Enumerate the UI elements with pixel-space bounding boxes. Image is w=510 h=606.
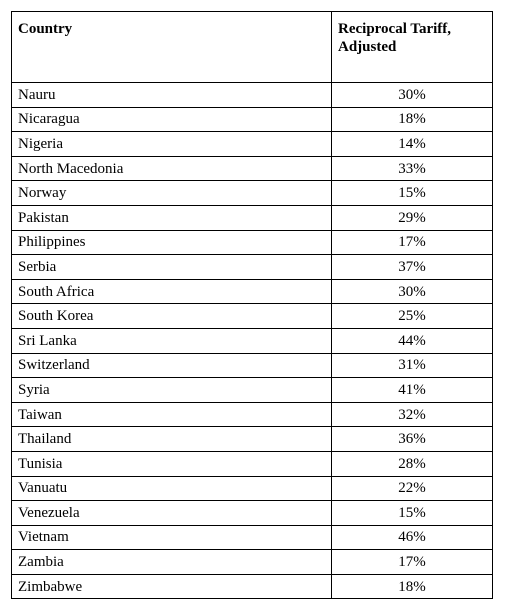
tariff-cell: 30% <box>331 278 493 305</box>
tariff-cell: 17% <box>331 549 493 575</box>
tariff-cell: 28% <box>331 450 493 477</box>
tariff-cell: 22% <box>331 475 493 502</box>
country-cell: North Macedonia <box>11 155 332 182</box>
country-cell: Nauru <box>11 82 332 108</box>
table-row: Nicaragua 18% <box>11 106 493 133</box>
table-row: Nigeria 14% <box>11 131 493 157</box>
tariff-table: Country Reciprocal Tariff, Adjusted Naur… <box>11 11 493 600</box>
tariff-cell: 36% <box>331 426 493 452</box>
country-cell: Tunisia <box>11 450 332 477</box>
tariff-cell: 17% <box>331 229 493 256</box>
country-cell: Nicaragua <box>11 106 332 133</box>
country-cell: Venezuela <box>11 500 332 526</box>
country-cell: South Africa <box>11 278 332 305</box>
country-cell: Philippines <box>11 229 332 256</box>
tariff-cell: 41% <box>331 377 493 403</box>
tariff-cell: 33% <box>331 155 493 182</box>
country-cell: Pakistan <box>11 204 332 231</box>
table-row: Thailand 36% <box>11 426 493 452</box>
table-row: Sri Lanka 44% <box>11 327 493 354</box>
country-cell: Zimbabwe <box>11 573 332 600</box>
table-row: North Macedonia 33% <box>11 155 493 182</box>
table-row: Vietnam 46% <box>11 524 493 551</box>
country-cell: Vanuatu <box>11 475 332 502</box>
table-row: Syria 41% <box>11 377 493 403</box>
country-cell: Sri Lanka <box>11 327 332 354</box>
country-cell: Nigeria <box>11 131 332 157</box>
tariff-cell: 30% <box>331 82 493 108</box>
tariff-cell: 46% <box>331 524 493 551</box>
tariff-cell: 15% <box>331 180 493 206</box>
country-cell: Thailand <box>11 426 332 452</box>
table-row: Pakistan 29% <box>11 204 493 231</box>
tariff-cell: 15% <box>331 500 493 526</box>
country-cell: Serbia <box>11 254 332 280</box>
table-row: Switzerland 31% <box>11 352 493 379</box>
table-row: Philippines 17% <box>11 229 493 256</box>
tariff-cell: 31% <box>331 352 493 379</box>
country-cell: Syria <box>11 377 332 403</box>
table-row: South Africa 30% <box>11 278 493 305</box>
country-cell: Vietnam <box>11 524 332 551</box>
header-country: Country <box>11 11 332 83</box>
tariff-cell: 18% <box>331 573 493 600</box>
table-row: Taiwan 32% <box>11 401 493 428</box>
table-row: Vanuatu 22% <box>11 475 493 502</box>
country-cell: Switzerland <box>11 352 332 379</box>
country-cell: South Korea <box>11 303 332 329</box>
table-row: Venezuela 15% <box>11 500 493 526</box>
table-row: Tunisia 28% <box>11 450 493 477</box>
header-row: Country Reciprocal Tariff, Adjusted <box>11 11 493 83</box>
tariff-cell: 29% <box>331 204 493 231</box>
table-row: South Korea 25% <box>11 303 493 329</box>
table-row: Zambia 17% <box>11 549 493 575</box>
tariff-cell: 25% <box>331 303 493 329</box>
tariff-cell: 14% <box>331 131 493 157</box>
table-row: Norway 15% <box>11 180 493 206</box>
country-cell: Zambia <box>11 549 332 575</box>
tariff-cell: 18% <box>331 106 493 133</box>
header-reciprocal-tariff: Reciprocal Tariff, Adjusted <box>331 11 493 83</box>
table-body: Nauru 30% Nicaragua 18% Nigeria 14% North Mace… <box>11 82 493 600</box>
table-row: Serbia 37% <box>11 254 493 280</box>
country-cell: Taiwan <box>11 401 332 428</box>
tariff-cell: 44% <box>331 327 493 354</box>
table-row: Nauru 30% <box>11 82 493 108</box>
tariff-cell: 32% <box>331 401 493 428</box>
table-row: Zimbabwe 18% <box>11 573 493 600</box>
tariff-cell: 37% <box>331 254 493 280</box>
country-cell: Norway <box>11 180 332 206</box>
